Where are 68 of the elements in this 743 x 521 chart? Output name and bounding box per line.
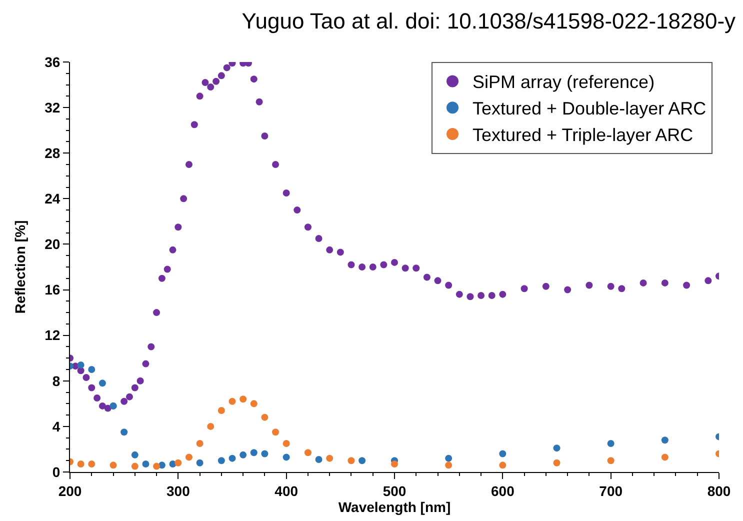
point bbox=[607, 457, 614, 464]
point bbox=[77, 460, 84, 468]
point bbox=[153, 462, 160, 470]
point bbox=[228, 398, 236, 405]
point bbox=[88, 366, 96, 373]
point bbox=[272, 428, 280, 436]
point bbox=[196, 459, 204, 466]
x-axis-title: Wavelength [nm] bbox=[338, 498, 451, 515]
y-tick-label: 36 bbox=[44, 54, 60, 70]
point bbox=[445, 454, 452, 462]
point bbox=[358, 457, 366, 464]
point bbox=[185, 454, 192, 461]
legend-label: Textured + Triple-layer ARC bbox=[472, 125, 694, 146]
legend-label: SiPM array (reference) bbox=[472, 72, 655, 92]
point bbox=[348, 457, 355, 464]
point bbox=[196, 440, 204, 448]
point bbox=[131, 462, 138, 470]
point bbox=[240, 396, 247, 403]
point bbox=[98, 380, 106, 387]
y-tick-label: 20 bbox=[44, 236, 60, 252]
point bbox=[326, 454, 334, 462]
x-tick-label: 400 bbox=[274, 482, 298, 499]
point bbox=[661, 436, 668, 444]
point bbox=[131, 451, 138, 458]
chart-title: Yuguo Tao at al. doi: 10.1038/s41598-022-18280-y bbox=[242, 8, 736, 34]
point bbox=[304, 449, 312, 456]
point bbox=[207, 422, 214, 430]
point bbox=[250, 449, 258, 456]
point bbox=[282, 440, 290, 448]
point bbox=[445, 462, 452, 469]
point bbox=[218, 457, 225, 464]
point bbox=[391, 460, 398, 468]
y-tick-label: 28 bbox=[44, 145, 60, 162]
point bbox=[174, 459, 182, 466]
legend-label: Textured + Double-layer ARC bbox=[472, 98, 706, 119]
point bbox=[607, 440, 614, 448]
x-tick-label: 800 bbox=[707, 482, 731, 499]
point bbox=[240, 451, 247, 458]
point bbox=[142, 460, 150, 468]
point bbox=[250, 400, 258, 408]
x-tick-label: 300 bbox=[166, 482, 190, 499]
point bbox=[88, 460, 96, 468]
x-tick-label: 500 bbox=[382, 482, 406, 499]
y-tick-label: 4 bbox=[52, 418, 60, 434]
y-tick-label: 16 bbox=[44, 282, 60, 298]
point bbox=[120, 428, 128, 436]
point bbox=[228, 454, 236, 462]
y-tick-label: 8 bbox=[52, 372, 60, 389]
point bbox=[218, 407, 225, 414]
y-tick-label: 32 bbox=[44, 99, 60, 116]
x-tick-label: 600 bbox=[490, 482, 515, 499]
point bbox=[261, 414, 268, 421]
point bbox=[110, 462, 117, 469]
x-tick-label: 700 bbox=[599, 482, 623, 499]
point bbox=[77, 361, 84, 368]
x-tick-label: 200 bbox=[58, 482, 82, 499]
point bbox=[282, 454, 290, 461]
point bbox=[499, 462, 506, 469]
point bbox=[499, 450, 506, 458]
point bbox=[661, 454, 668, 461]
point bbox=[315, 456, 322, 463]
point bbox=[553, 444, 560, 452]
y-axis-title: Reflection [%] bbox=[12, 220, 28, 314]
y-tick-label: 24 bbox=[44, 190, 60, 207]
point bbox=[261, 450, 268, 458]
y-tick-label: 0 bbox=[52, 464, 60, 480]
point bbox=[553, 459, 560, 466]
y-tick-label: 12 bbox=[44, 327, 60, 344]
